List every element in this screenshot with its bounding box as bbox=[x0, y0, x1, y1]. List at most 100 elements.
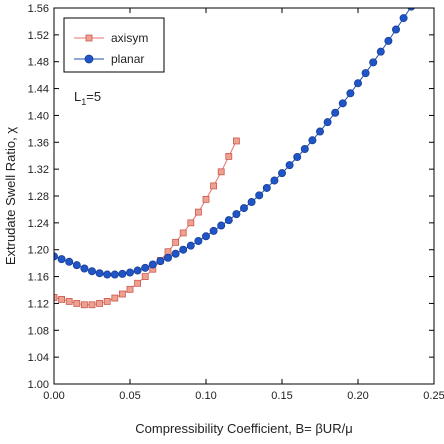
y-tick-label: 1.52 bbox=[28, 30, 49, 42]
y-tick-label: 1.40 bbox=[28, 110, 49, 122]
data-point-axisym bbox=[111, 294, 119, 302]
data-point-planar bbox=[308, 136, 317, 145]
legend-marker-axisym bbox=[85, 34, 93, 42]
data-point-planar bbox=[346, 89, 355, 98]
data-point-planar bbox=[376, 47, 385, 56]
y-tick-label: 1.44 bbox=[28, 84, 49, 96]
y-tick-label: 1.56 bbox=[28, 3, 49, 15]
data-point-planar bbox=[361, 69, 370, 78]
data-point-axisym bbox=[88, 301, 96, 309]
y-tick-label: 1.24 bbox=[28, 218, 49, 230]
annotation-base: L bbox=[74, 89, 81, 104]
parameter-annotation: L1=5 bbox=[74, 89, 101, 107]
data-point-axisym bbox=[194, 208, 202, 216]
data-point-planar bbox=[179, 245, 188, 254]
data-point-axisym bbox=[202, 195, 210, 203]
data-point-planar bbox=[65, 257, 74, 266]
data-point-axisym bbox=[96, 300, 103, 307]
data-point-planar bbox=[95, 269, 104, 278]
y-tick-label: 1.28 bbox=[28, 191, 49, 203]
data-point-axisym bbox=[141, 273, 149, 280]
legend: axisym planar bbox=[63, 17, 165, 73]
data-point-planar bbox=[369, 58, 378, 67]
data-point-planar bbox=[88, 267, 97, 276]
data-point-axisym bbox=[65, 298, 73, 305]
data-point-planar bbox=[384, 36, 393, 45]
y-tick-label: 1.08 bbox=[28, 325, 49, 337]
annotation-subscript: 1 bbox=[81, 97, 86, 107]
x-tick-label: 0.10 bbox=[195, 390, 216, 402]
data-point-planar bbox=[57, 255, 66, 264]
data-point-axisym bbox=[54, 293, 58, 301]
x-tick-label: 0.00 bbox=[43, 390, 64, 402]
data-point-planar bbox=[293, 153, 302, 162]
y-tick-label: 1.04 bbox=[28, 352, 49, 364]
y-tick-label: 1.00 bbox=[28, 379, 49, 391]
data-point-axisym bbox=[187, 219, 195, 227]
y-tick-label: 1.48 bbox=[28, 57, 49, 69]
data-point-planar bbox=[194, 236, 203, 245]
legend-label-planar: planar bbox=[111, 52, 144, 66]
data-point-planar bbox=[141, 263, 150, 272]
data-point-planar bbox=[163, 253, 172, 262]
y-tick-label: 1.16 bbox=[28, 272, 49, 284]
data-point-planar bbox=[323, 118, 332, 127]
data-point-planar bbox=[331, 108, 340, 117]
y-tick-label: 1.36 bbox=[28, 137, 49, 149]
series-line-axisym bbox=[54, 140, 237, 306]
x-axis-title: Compressibility Coefficient, B= βUR/μ bbox=[135, 421, 352, 436]
data-point-axisym bbox=[217, 168, 225, 176]
x-tick-label: 0.05 bbox=[119, 390, 140, 402]
data-point-planar bbox=[277, 169, 286, 178]
x-tick-label: 0.25 bbox=[423, 390, 444, 402]
data-point-planar bbox=[186, 241, 195, 250]
data-point-planar bbox=[148, 260, 157, 269]
data-point-axisym bbox=[81, 301, 88, 309]
data-point-planar bbox=[209, 226, 218, 235]
axis-ticks: 0.00 0.05 0.10 0.15 0.20 0.25 1.00 1.04 1.08 1.12… bbox=[28, 3, 444, 402]
data-point-axisym bbox=[225, 152, 233, 160]
y-tick-label: 1.12 bbox=[28, 298, 49, 310]
data-point-planar bbox=[407, 8, 415, 11]
data-point-planar bbox=[247, 198, 256, 207]
data-point-planar bbox=[201, 232, 210, 241]
data-point-planar bbox=[126, 268, 135, 277]
x-tick-label: 0.15 bbox=[271, 390, 292, 402]
data-point-planar bbox=[156, 257, 165, 266]
data-point-planar bbox=[353, 79, 362, 88]
data-point-axisym bbox=[210, 182, 218, 190]
data-point-planar bbox=[300, 144, 309, 153]
legend-box bbox=[63, 17, 165, 73]
data-point-planar bbox=[224, 216, 233, 225]
data-point-axisym bbox=[58, 295, 65, 303]
data-point-planar bbox=[239, 204, 248, 213]
data-point-planar bbox=[391, 25, 400, 34]
x-tick-label: 0.20 bbox=[347, 390, 368, 402]
data-point-axisym bbox=[232, 137, 240, 145]
data-point-planar bbox=[262, 183, 271, 192]
plot-area bbox=[54, 8, 415, 309]
data-point-planar bbox=[315, 127, 324, 136]
legend-marker-planar bbox=[84, 54, 94, 64]
data-point-axisym bbox=[134, 279, 142, 287]
data-point-planar bbox=[103, 270, 112, 279]
data-point-planar bbox=[232, 210, 241, 219]
y-tick-label: 1.32 bbox=[28, 164, 49, 176]
data-point-axisym bbox=[126, 285, 134, 293]
y-axis-title: Extrudate Swell Ratio, χ bbox=[3, 127, 18, 266]
data-point-planar bbox=[110, 270, 119, 279]
data-point-axisym bbox=[73, 300, 81, 307]
data-point-axisym bbox=[119, 290, 126, 298]
data-point-planar bbox=[285, 161, 294, 170]
data-point-axisym bbox=[179, 229, 187, 237]
y-tick-label: 1.20 bbox=[28, 245, 49, 257]
data-point-planar bbox=[118, 269, 127, 278]
data-point-planar bbox=[338, 99, 347, 108]
data-point-axisym bbox=[172, 238, 180, 246]
data-point-axisym bbox=[103, 298, 111, 305]
data-point-planar bbox=[80, 264, 89, 273]
data-point-planar bbox=[255, 191, 264, 200]
annotation-value: =5 bbox=[86, 89, 101, 104]
data-point-planar bbox=[217, 221, 226, 230]
